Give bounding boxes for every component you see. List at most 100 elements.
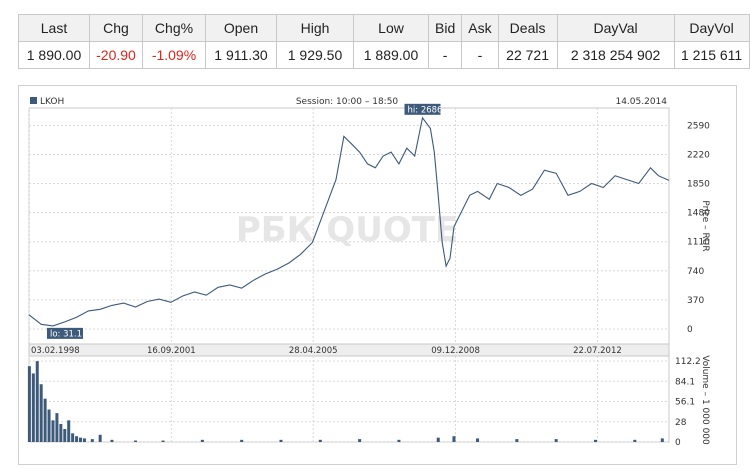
volume-bar bbox=[476, 438, 480, 442]
volume-bar bbox=[397, 439, 401, 442]
volume-bars bbox=[27, 361, 664, 442]
value-last: 1 890.00 bbox=[18, 41, 90, 69]
value-low: 1 889.00 bbox=[353, 41, 429, 69]
quote-value-row: 1 890.00 -20.90 -1.09% 1 911.30 1 929.50… bbox=[18, 41, 750, 69]
volume-axis-label: Volume – 1 000 000 bbox=[700, 355, 710, 445]
volume-bar bbox=[78, 437, 82, 442]
volume-grid bbox=[28, 356, 669, 443]
header-bid: Bid bbox=[427, 14, 463, 42]
volume-bar bbox=[660, 438, 664, 442]
value-bid: - bbox=[427, 41, 463, 69]
volume-bar bbox=[51, 420, 55, 442]
price-series-line bbox=[28, 116, 670, 327]
lo-marker: lo: 31.1 bbox=[46, 327, 83, 339]
date-label: 14.05.2014 bbox=[615, 97, 667, 107]
volume-bar bbox=[75, 436, 79, 442]
ticker-label: LKOH bbox=[40, 97, 64, 107]
value-dayval: 2 318 254 902 bbox=[556, 41, 675, 69]
value-ask: - bbox=[461, 41, 499, 69]
header-deals: Deals bbox=[497, 14, 558, 42]
price-y-tick-label: 740 bbox=[687, 267, 704, 277]
header-dayvol: DayVol bbox=[673, 14, 750, 42]
watermark: РБК QUOTE bbox=[236, 210, 458, 250]
volume-y-tick-label: 112.2 bbox=[675, 357, 701, 367]
volume-bar bbox=[554, 439, 558, 442]
price-y-tick-label: 1480 bbox=[687, 209, 710, 219]
session-label: Session: 10:00 – 18:50 bbox=[296, 97, 399, 107]
chart-frame: LKOH Session: 10:00 – 18:50 14.05.2014 Р… bbox=[18, 85, 737, 465]
volume-bar bbox=[633, 439, 637, 442]
volume-bar bbox=[279, 439, 283, 442]
price-grid bbox=[28, 108, 669, 344]
value-chg: -20.90 bbox=[89, 41, 143, 69]
quote-table: Last Chg Chg% Open High Low Bid Ask Deal… bbox=[18, 14, 750, 69]
volume-bar bbox=[358, 439, 362, 442]
hi-label: hi: 2686 bbox=[408, 105, 443, 115]
price-y-tick-label: 0 bbox=[687, 325, 693, 335]
price-y-tick-label: 2590 bbox=[687, 121, 710, 131]
volume-bar bbox=[35, 361, 39, 442]
value-deals: 22 721 bbox=[497, 41, 558, 69]
lo-label: lo: 31.1 bbox=[50, 329, 82, 339]
volume-y-tick-label: 28 bbox=[675, 418, 687, 428]
price-axis-label: Price – RUR bbox=[700, 200, 710, 251]
header-high: High bbox=[276, 14, 354, 42]
header-open: Open bbox=[205, 14, 277, 42]
value-open: 1 911.30 bbox=[205, 41, 277, 69]
volume-bar bbox=[200, 439, 204, 442]
header-low: Low bbox=[353, 14, 429, 42]
price-y-ticks: 0 370 740 1110 1480 1850 2220 2590 bbox=[687, 121, 710, 335]
price-y-tick-label: 1850 bbox=[687, 180, 710, 190]
header-chg-pct: Chg% bbox=[142, 14, 206, 42]
value-high: 1 929.50 bbox=[276, 41, 354, 69]
volume-bar bbox=[59, 423, 63, 442]
volume-bar bbox=[90, 439, 94, 442]
header-ask: Ask bbox=[461, 14, 499, 42]
price-y-tick-label: 1110 bbox=[687, 238, 710, 248]
volume-bar bbox=[593, 439, 597, 442]
volume-bar bbox=[27, 366, 31, 442]
header-last: Last bbox=[18, 14, 90, 42]
hi-label-bg bbox=[404, 103, 441, 115]
volume-bar bbox=[98, 434, 102, 442]
volume-bar bbox=[39, 384, 43, 442]
x-tick-label: 16.09.2001 bbox=[147, 346, 196, 356]
x-tick-label: 09.12.2008 bbox=[431, 346, 480, 356]
x-tick-label: 22.07.2012 bbox=[573, 346, 622, 356]
value-dayvol: 1 215 611 bbox=[673, 41, 750, 69]
volume-bar bbox=[110, 439, 114, 442]
volume-bar bbox=[67, 420, 71, 442]
price-volume-chart[interactable]: LKOH Session: 10:00 – 18:50 14.05.2014 Р… bbox=[19, 86, 736, 464]
volume-bar bbox=[82, 438, 86, 442]
volume-y-tick-label: 56.1 bbox=[675, 398, 695, 408]
hi-marker: hi: 2686 bbox=[404, 103, 443, 115]
volume-bar bbox=[43, 398, 47, 442]
volume-bar bbox=[63, 429, 67, 442]
volume-plot-area bbox=[28, 355, 670, 443]
volume-y-ticks: 0 28 56.1 84.1 112.2 bbox=[675, 357, 701, 448]
volume-bar bbox=[31, 373, 35, 442]
volume-bar bbox=[47, 409, 51, 442]
legend-swatch bbox=[30, 97, 37, 104]
volume-bar bbox=[240, 439, 244, 442]
volume-bar bbox=[161, 440, 165, 442]
x-tick-label: 28.04.2005 bbox=[289, 346, 338, 356]
x-tick-label: 03.02.1998 bbox=[31, 346, 80, 356]
volume-bar bbox=[515, 439, 519, 442]
header-chg: Chg bbox=[89, 14, 143, 42]
value-chg-pct: -1.09% bbox=[142, 41, 206, 69]
volume-bar bbox=[318, 439, 322, 442]
price-y-tick-label: 370 bbox=[687, 296, 704, 306]
price-plot-area bbox=[28, 107, 670, 345]
x-ticks: 03.02.1998 16.09.2001 28.04.2005 09.12.2008… bbox=[31, 346, 622, 356]
volume-bar bbox=[71, 433, 75, 442]
lo-label-bg bbox=[46, 327, 83, 339]
volume-bar bbox=[134, 440, 138, 442]
volume-y-tick-label: 84.1 bbox=[675, 377, 695, 387]
volume-bar bbox=[55, 413, 59, 442]
volume-y-tick-label: 0 bbox=[675, 438, 681, 448]
volume-bar bbox=[436, 437, 440, 442]
quote-header-row: Last Chg Chg% Open High Low Bid Ask Deal… bbox=[18, 14, 750, 42]
volume-bar bbox=[452, 436, 456, 442]
price-y-tick-label: 2220 bbox=[687, 150, 710, 160]
